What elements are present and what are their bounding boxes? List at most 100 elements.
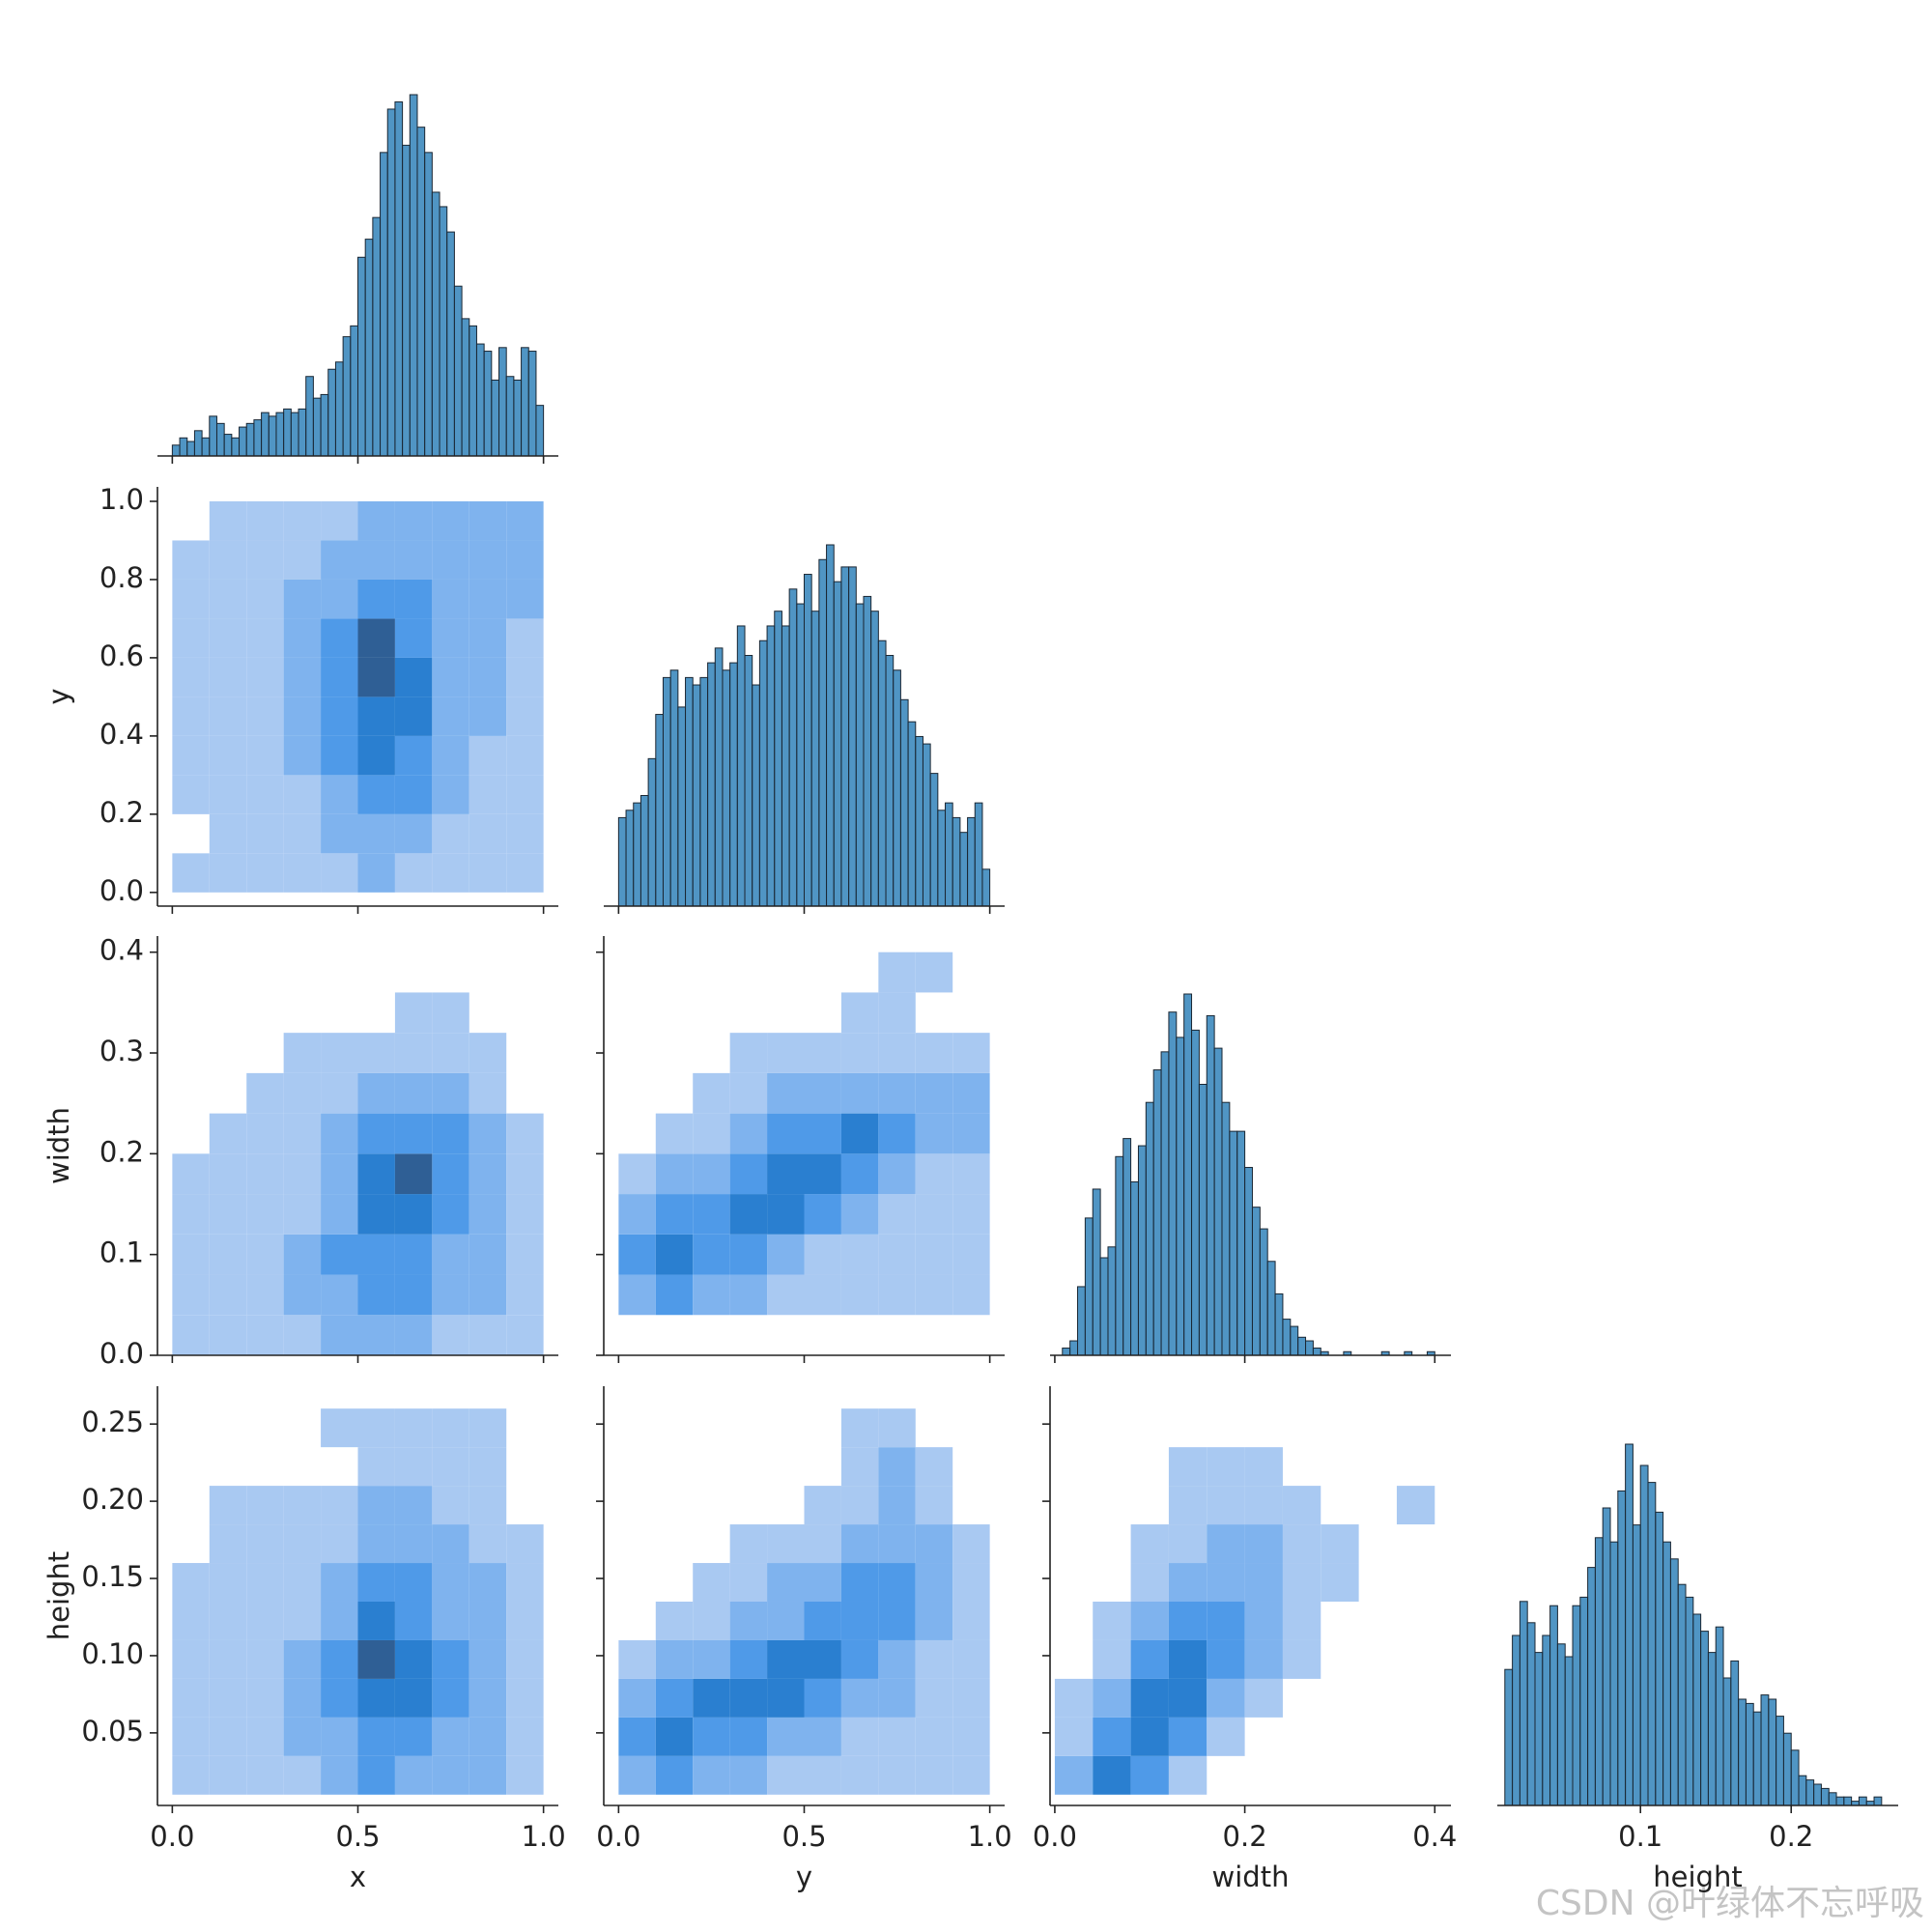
- heat-cell: [767, 1113, 805, 1154]
- bar: [1738, 1698, 1747, 1806]
- bar: [1752, 1711, 1762, 1806]
- heat-cell: [209, 1524, 247, 1564]
- bar: [848, 566, 857, 907]
- heat-cell: [357, 853, 395, 893]
- heat-cell: [209, 1601, 247, 1640]
- heat-cell: [506, 696, 544, 736]
- heat-cell: [1054, 1717, 1094, 1756]
- bar: [475, 343, 485, 457]
- x-tick-label: 1.0: [968, 1820, 1012, 1853]
- heat-cell: [469, 1755, 507, 1795]
- bar: [1602, 1507, 1611, 1806]
- bar: [1556, 1643, 1566, 1806]
- heat-cell: [1130, 1755, 1169, 1795]
- bar: [1176, 1037, 1185, 1356]
- heat-cell: [246, 500, 284, 541]
- bar: [729, 662, 738, 907]
- heat-cell: [172, 657, 210, 697]
- bar: [483, 351, 493, 457]
- y-tick-label: 1.0: [99, 483, 144, 516]
- bar: [1609, 1541, 1619, 1806]
- heat-cell: [469, 1678, 507, 1718]
- heat-cell: [1168, 1639, 1208, 1679]
- heat-cell: [246, 696, 284, 736]
- heat-cell: [357, 1274, 395, 1316]
- heat-cell: [246, 1153, 284, 1195]
- bar: [1152, 1069, 1162, 1356]
- heat-cell: [840, 992, 879, 1034]
- bar: [1579, 1596, 1589, 1806]
- heat-cell: [952, 1563, 990, 1602]
- bar: [1790, 1749, 1800, 1806]
- bar: [461, 318, 470, 457]
- heat-cell: [804, 1524, 841, 1564]
- heat-cell: [283, 540, 322, 580]
- heat-cell: [952, 1072, 990, 1114]
- heat-cell: [172, 696, 210, 736]
- bar: [804, 574, 812, 907]
- bar: [1768, 1698, 1777, 1806]
- bar: [1236, 1130, 1246, 1356]
- heat-cell: [283, 579, 322, 619]
- heat-cell: [729, 1113, 768, 1154]
- bar: [446, 231, 455, 457]
- heat-cell: [506, 1678, 544, 1718]
- x-tick-label: 0.5: [781, 1820, 826, 1853]
- bar: [1069, 1340, 1079, 1356]
- heat-cell: [209, 853, 247, 893]
- heat-cell: [172, 579, 210, 619]
- bar: [1647, 1482, 1657, 1806]
- heat-cell: [804, 1274, 841, 1316]
- heat-cell: [655, 1639, 694, 1679]
- heat-cell: [432, 500, 469, 541]
- heat-cell: [357, 775, 395, 814]
- x-axis-label: x: [350, 1861, 366, 1893]
- heat-cell: [246, 1315, 284, 1355]
- heat-cell: [432, 657, 469, 697]
- heat-cell: [1168, 1678, 1208, 1718]
- bar: [952, 816, 961, 907]
- heat-cell: [172, 1153, 210, 1195]
- heat-cell: [394, 1755, 433, 1795]
- heat-cell: [878, 1234, 916, 1275]
- bar: [639, 795, 649, 907]
- heat-cell: [915, 1113, 953, 1154]
- heat-cell: [357, 657, 395, 697]
- heat-cell: [655, 1717, 694, 1756]
- heat-cell: [804, 1563, 841, 1602]
- heat-cell: [878, 1072, 916, 1114]
- heat-cell: [840, 1153, 879, 1195]
- heat-cell: [840, 1717, 879, 1756]
- heat-cell: [804, 1639, 841, 1679]
- heat-cell: [209, 696, 247, 736]
- bar: [833, 581, 842, 907]
- bar: [1130, 1180, 1139, 1356]
- heat-cell: [394, 696, 433, 736]
- heat-cell: [693, 1717, 730, 1756]
- bar: [201, 437, 211, 457]
- heat-cell: [1207, 1563, 1245, 1602]
- bar: [1168, 1011, 1178, 1356]
- heat-cell: [357, 1315, 395, 1355]
- heat-cell: [1321, 1563, 1359, 1602]
- heat-cell: [1244, 1563, 1283, 1602]
- bar: [810, 611, 820, 907]
- heat-cell: [209, 1113, 247, 1154]
- bar: [320, 393, 329, 457]
- heat-cell: [246, 579, 284, 619]
- bar: [744, 654, 753, 907]
- heat-cell: [729, 1678, 768, 1718]
- heat-cell: [321, 1639, 358, 1679]
- heat-cell: [840, 1408, 879, 1448]
- bar: [1251, 1207, 1261, 1356]
- bar: [209, 415, 217, 457]
- bar: [945, 802, 953, 907]
- bar: [253, 419, 263, 457]
- heat-cell: [394, 1524, 433, 1564]
- heat-cell: [209, 1194, 247, 1235]
- bar: [513, 379, 523, 457]
- heat-cell: [321, 1153, 358, 1195]
- bar: [974, 802, 983, 907]
- heat-cell: [1207, 1524, 1245, 1564]
- y-tick-label: 0.6: [99, 639, 144, 672]
